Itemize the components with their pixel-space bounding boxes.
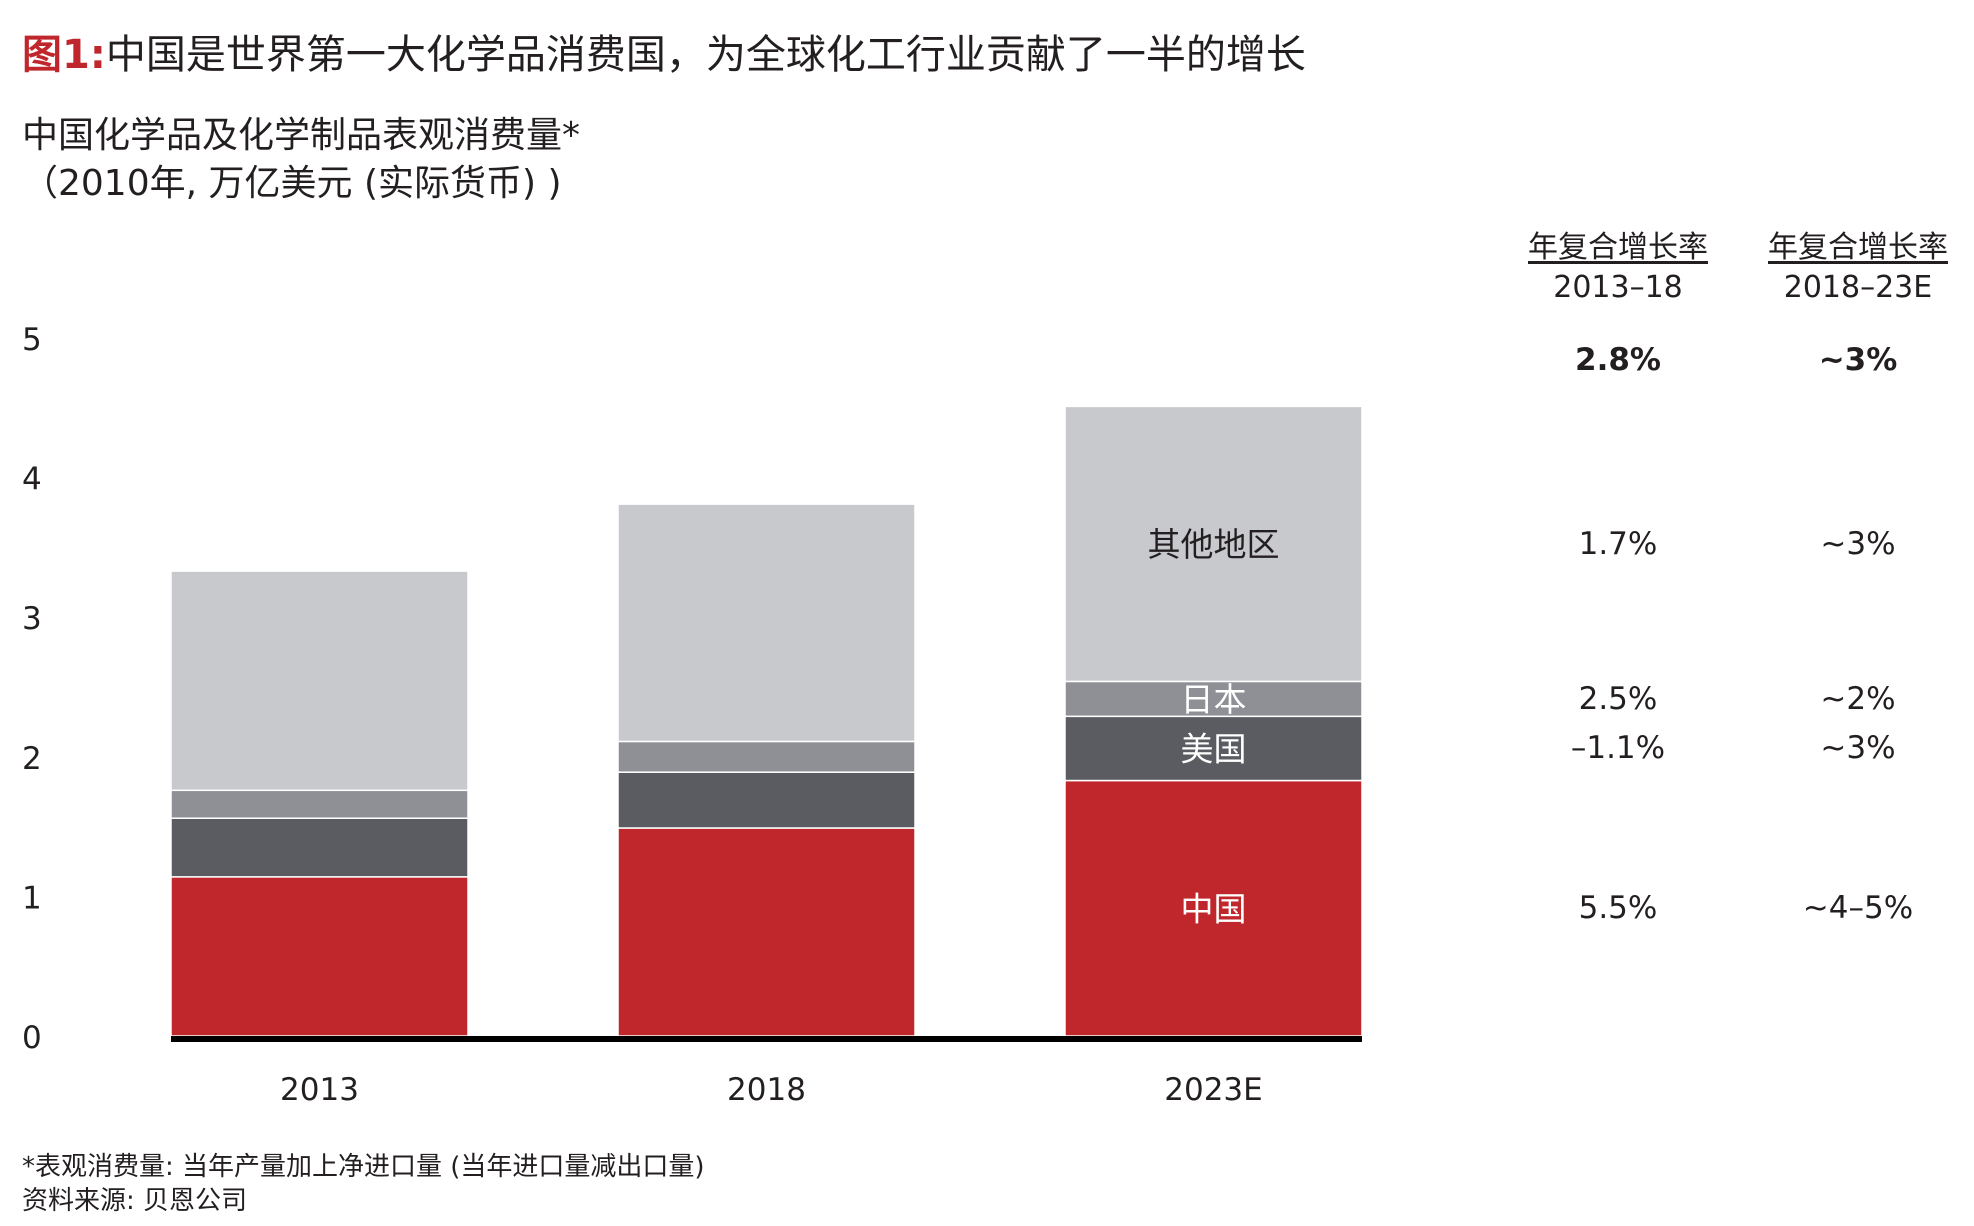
bar-rest-2018	[617, 503, 916, 743]
cagr-value-total-2013-18: 2.8%	[1575, 342, 1661, 378]
y-tick-label: 3	[22, 601, 42, 637]
chart-subtitle: 中国化学品及化学制品表观消费量* （2010年, 万亿美元 (实际货币) )	[22, 112, 580, 208]
bar-us-2018	[617, 771, 916, 829]
bar-rest-2023E	[1064, 405, 1363, 683]
cagr-header-period: 2013–18	[1553, 270, 1683, 305]
x-tick-label: 2018	[727, 1072, 806, 1108]
y-tick-label: 1	[22, 880, 42, 916]
cagr-value-china-2018-23e: ~4–5%	[1802, 890, 1914, 927]
footnote-source: 资料来源: 贝恩公司	[22, 1186, 248, 1216]
chart-title: 图1:中国是世界第一大化学品消费国，为全球化工行业贡献了一半的增长	[22, 22, 1306, 80]
segment-label-us: 美国	[1181, 729, 1247, 768]
y-tick-label: 0	[22, 1020, 42, 1056]
cagr-value-rest-2013-18: 1.7%	[1578, 525, 1658, 562]
cagr-value-japan-2013-18: 2.5%	[1578, 680, 1658, 717]
cagr-header-2013-18: 年复合增长率 2013–18	[1498, 228, 1738, 308]
title-text: 中国是世界第一大化学品消费国，为全球化工行业贡献了一半的增长	[105, 32, 1306, 78]
bar-us-2013	[170, 817, 469, 878]
x-tick-label: 2013	[280, 1072, 359, 1108]
bar-china-2013	[170, 876, 469, 1037]
y-tick-label: 2	[22, 741, 42, 777]
cagr-header-period: 2018–23E	[1783, 270, 1933, 305]
segment-label-rest: 其他地区	[1148, 525, 1280, 564]
segment-label-china: 中国	[1181, 889, 1247, 928]
cagr-header-title: 年复合增长率	[1768, 230, 1948, 265]
cagr-header-2018-23e: 年复合增长率 2018–23E	[1738, 228, 1974, 308]
cagr-value-total-2018-23e: ~3%	[1818, 342, 1898, 378]
cagr-value-us-2018-23e: ~3%	[1820, 730, 1896, 767]
cagr-value-us-2013-18: –1.1%	[1570, 730, 1666, 767]
bar-china-2023E	[1064, 779, 1363, 1037]
segment-label-japan: 日本	[1181, 680, 1247, 719]
cagr-value-china-2013-18: 5.5%	[1578, 890, 1658, 927]
x-axis-baseline	[171, 1036, 1362, 1042]
x-tick-label: 2023E	[1164, 1072, 1262, 1108]
cagr-value-rest-2018-23e: ~3%	[1820, 525, 1896, 562]
bar-china-2018	[617, 827, 916, 1037]
cagr-header-title: 年复合增长率	[1528, 230, 1708, 265]
subtitle-line-1: 中国化学品及化学制品表观消费量*	[22, 115, 581, 156]
y-tick-label: 5	[22, 322, 42, 358]
subtitle-line-2: （2010年, 万亿美元 (实际货币) )	[22, 163, 562, 204]
cagr-value-japan-2018-23e: ~2%	[1820, 680, 1896, 717]
figure-number: 图1:	[22, 32, 106, 78]
bar-japan-2013	[170, 789, 469, 819]
footnote-definition: *表观消费量: 当年产量加上净进口量 (当年进口量减出口量)	[22, 1152, 705, 1182]
y-tick-label: 4	[22, 462, 42, 498]
bar-rest-2013	[170, 570, 469, 792]
bar-japan-2018	[617, 740, 916, 773]
